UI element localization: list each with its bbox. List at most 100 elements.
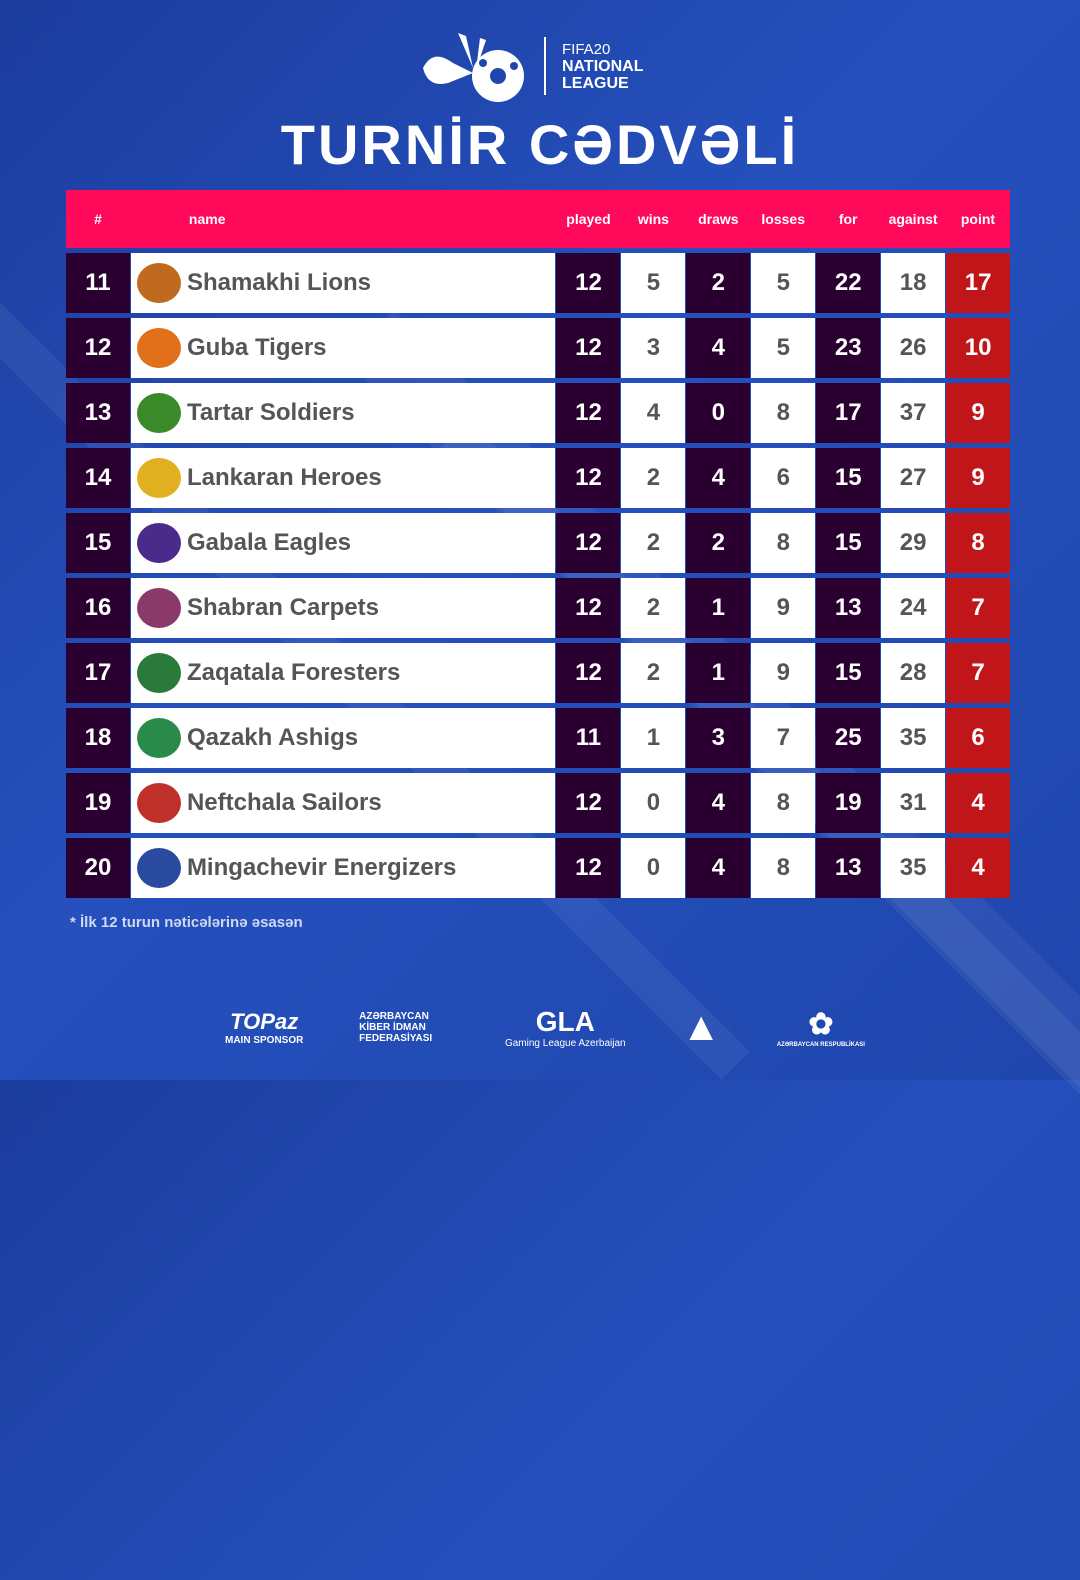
team-wins: 2 xyxy=(646,659,661,686)
team-played: 12 xyxy=(575,399,602,426)
team-pos: 20 xyxy=(84,854,112,881)
team-wins: 2 xyxy=(646,464,661,491)
table-row: 17 Zaqatala Foresters 12 2 1 9 15 28 7 xyxy=(66,643,1011,703)
cell-name: Tartar Soldiers xyxy=(130,383,556,443)
team-for: 15 xyxy=(834,529,862,556)
cell-pos: 18 xyxy=(66,708,130,768)
team-logo-icon xyxy=(136,718,181,758)
team-draws: 3 xyxy=(711,724,725,751)
cell-pos: 15 xyxy=(66,513,130,573)
cell-played: 12 xyxy=(556,318,621,378)
cell-wins: 2 xyxy=(621,643,686,703)
team-for: 15 xyxy=(834,464,862,491)
cell-against: 26 xyxy=(881,318,946,378)
team-played: 12 xyxy=(575,334,602,361)
team-logo-icon xyxy=(136,523,181,563)
cell-losses: 6 xyxy=(751,448,816,508)
team-losses: 8 xyxy=(776,854,790,881)
cell-point: 7 xyxy=(946,643,1011,703)
team-name: Zaqatala Foresters xyxy=(186,659,401,686)
cell-name: Shamakhi Lions xyxy=(130,253,556,313)
team-point: 4 xyxy=(971,789,985,816)
team-logo-icon xyxy=(136,588,181,628)
cell-against: 27 xyxy=(881,448,946,508)
team-played: 12 xyxy=(575,269,602,296)
cell-losses: 9 xyxy=(751,643,816,703)
team-losses: 5 xyxy=(776,269,790,296)
cell-losses: 8 xyxy=(751,838,816,898)
cell-for: 13 xyxy=(816,578,881,638)
team-logo-icon xyxy=(136,783,181,823)
col-against: against xyxy=(888,211,938,227)
team-played: 12 xyxy=(575,659,602,686)
team-losses: 7 xyxy=(776,724,790,751)
col-point: point xyxy=(960,211,996,227)
team-pos: 16 xyxy=(84,594,112,621)
cell-name: Qazakh Ashigs xyxy=(130,708,556,768)
team-pos: 12 xyxy=(84,334,112,361)
cell-name: Zaqatala Foresters xyxy=(130,643,556,703)
team-draws: 1 xyxy=(711,659,725,686)
team-logo-icon xyxy=(136,848,181,888)
team-against: 18 xyxy=(899,269,927,296)
cell-pos: 14 xyxy=(66,448,130,508)
team-name: Tartar Soldiers xyxy=(186,399,355,426)
cell-wins: 4 xyxy=(621,383,686,443)
team-point: 17 xyxy=(964,269,992,296)
team-for: 19 xyxy=(834,789,862,816)
page-title: TURNİR CƏDVƏLİ xyxy=(280,113,800,176)
cell-played: 12 xyxy=(556,838,621,898)
cell-losses: 5 xyxy=(751,253,816,313)
team-losses: 9 xyxy=(776,659,790,686)
table-row: 14 Lankaran Heroes 12 2 4 6 15 27 9 xyxy=(66,448,1011,508)
table-row: 12 Guba Tigers 12 3 4 5 23 26 10 xyxy=(66,318,1011,378)
cell-draws: 2 xyxy=(686,513,751,573)
team-point: 7 xyxy=(971,594,985,621)
team-for: 25 xyxy=(834,724,862,751)
team-pos: 11 xyxy=(85,269,111,296)
table-header: # name played wins draws losses for agai… xyxy=(66,190,1010,248)
team-pos: 18 xyxy=(84,724,112,751)
team-point: 4 xyxy=(971,854,985,881)
cell-point: 8 xyxy=(946,513,1011,573)
cell-point: 9 xyxy=(946,448,1011,508)
team-against: 37 xyxy=(899,399,927,426)
cell-played: 12 xyxy=(556,773,621,833)
cell-name: Neftchala Sailors xyxy=(130,773,556,833)
cell-point: 10 xyxy=(946,318,1011,378)
team-name: Gabala Eagles xyxy=(186,529,352,556)
team-against: 35 xyxy=(899,854,927,881)
cell-name: Lankaran Heroes xyxy=(130,448,556,508)
team-logo-icon xyxy=(136,393,181,433)
cell-against: 31 xyxy=(881,773,946,833)
team-wins: 2 xyxy=(646,594,661,621)
team-against: 35 xyxy=(899,724,927,751)
cell-for: 13 xyxy=(816,838,881,898)
team-losses: 8 xyxy=(776,789,790,816)
team-name: Shamakhi Lions xyxy=(186,269,371,296)
cell-wins: 5 xyxy=(621,253,686,313)
cell-wins: 1 xyxy=(621,708,686,768)
cell-losses: 8 xyxy=(751,513,816,573)
team-draws: 1 xyxy=(711,594,725,621)
cell-draws: 3 xyxy=(686,708,751,768)
table-row: 20 Mingachevir Energizers 12 0 4 8 13 35 4 xyxy=(66,838,1011,898)
team-point: 9 xyxy=(971,464,985,491)
cell-name: Guba Tigers xyxy=(130,318,556,378)
sponsor-topaz: TOPaz MAIN SPONSOR xyxy=(225,1009,304,1046)
cell-against: 37 xyxy=(881,383,946,443)
logo-line3: LEAGUE xyxy=(562,74,629,92)
cell-point: 9 xyxy=(946,383,1011,443)
team-name: Mingachevir Energizers xyxy=(186,854,457,881)
team-wins: 0 xyxy=(646,789,661,816)
team-against: 26 xyxy=(899,334,927,361)
cell-played: 12 xyxy=(556,513,621,573)
cell-played: 12 xyxy=(556,448,621,508)
cell-draws: 4 xyxy=(686,838,751,898)
team-played: 12 xyxy=(575,789,602,816)
team-point: 10 xyxy=(964,334,992,361)
team-pos: 17 xyxy=(84,659,112,686)
cell-draws: 1 xyxy=(686,578,751,638)
table-row: 15 Gabala Eagles 12 2 2 8 15 29 8 xyxy=(66,513,1011,573)
team-name: Neftchala Sailors xyxy=(186,789,382,816)
